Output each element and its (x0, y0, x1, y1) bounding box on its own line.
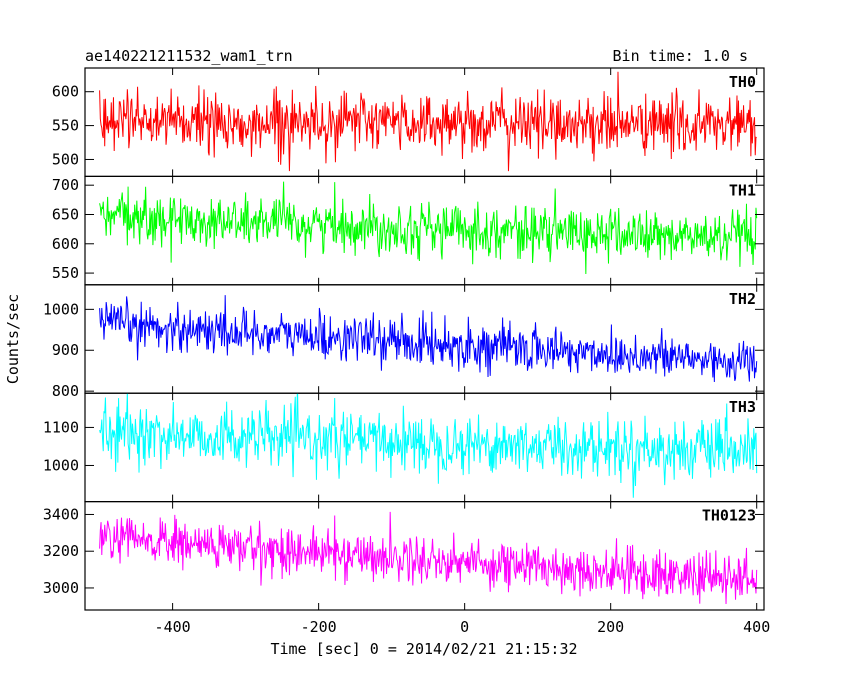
y-tick-label-th0-600: 600 (52, 83, 79, 101)
series-line-th2 (99, 295, 758, 382)
y-tick-label-th2-1000: 1000 (43, 300, 79, 318)
x-tick-label--400: -400 (155, 618, 191, 636)
x-tick-label--200: -200 (301, 618, 337, 636)
y-tick-label-th1-650: 650 (52, 205, 79, 223)
y-tick-label-th0123-3400: 3400 (43, 505, 79, 523)
y-tick-label-th0-550: 550 (52, 117, 79, 135)
series-line-th0123 (99, 511, 758, 605)
panel-th0: 500 550 600 TH0 (52, 67, 765, 178)
panel-label-th2: TH2 (729, 290, 756, 308)
y-tick-label-th0-500: 500 (52, 150, 79, 168)
x-axis-label: Time [sec] 0 = 2014/02/21 21:15:32 (270, 640, 577, 658)
series-line-th0 (99, 71, 757, 172)
panel-frame-th0123 (84, 501, 765, 611)
panel-th0123: 3000 3200 3400 TH0123 (43, 501, 765, 611)
panel-label-th1: TH1 (729, 181, 756, 199)
series-line-th1 (99, 181, 758, 274)
y-tick-label-th0123-3000: 3000 (43, 579, 79, 597)
panel-label-th0123: TH0123 (702, 507, 756, 525)
panels-group: 500 550 600 TH0 550 600 650 700 TH1 800 900 1000 TH2… (43, 67, 770, 636)
series-line-th3 (99, 393, 758, 498)
y-tick-label-th1-700: 700 (52, 176, 79, 194)
y-tick-label-th2-800: 800 (52, 382, 79, 400)
panel-th2: 800 900 1000 TH2 (43, 284, 765, 400)
y-tick-label-th2-900: 900 (52, 341, 79, 359)
panel-th1: 550 600 650 700 TH1 (52, 175, 765, 286)
y-tick-label-th3-1000: 1000 (43, 456, 79, 474)
bin-time-label: Bin time: 1.0 s (613, 47, 748, 65)
y-tick-label-th3-1100: 1100 (43, 418, 79, 436)
y-tick-label-th0123-3200: 3200 (43, 542, 79, 560)
y-axis-label: Counts/sec (4, 294, 22, 384)
panel-th3: 1000 1100 TH3 (43, 392, 765, 503)
x-tick-label-400: 400 (743, 618, 770, 636)
x-tick-label-0: 0 (460, 618, 469, 636)
panel-label-th0: TH0 (729, 73, 756, 91)
y-tick-label-th1-600: 600 (52, 235, 79, 253)
y-tick-label-th1-550: 550 (52, 264, 79, 282)
chart-title: ae140221211532_wam1_trn (85, 47, 293, 65)
panel-label-th3: TH3 (729, 398, 756, 416)
x-tick-label-200: 200 (597, 618, 624, 636)
